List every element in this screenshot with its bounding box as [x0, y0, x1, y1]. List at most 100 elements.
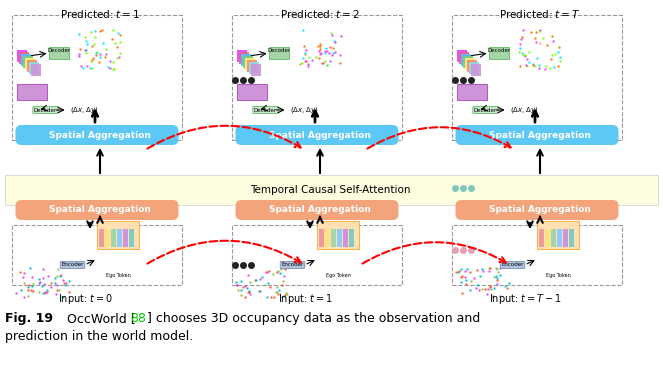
Bar — [337, 229, 343, 247]
Text: $(\Delta x, \Delta y)$: $(\Delta x, \Delta y)$ — [290, 105, 319, 115]
FancyArrow shape — [269, 47, 290, 59]
Bar — [245, 58, 255, 70]
Bar — [463, 56, 473, 68]
Bar — [105, 229, 111, 247]
Bar — [459, 52, 469, 64]
FancyArrowPatch shape — [363, 242, 506, 264]
Bar — [570, 229, 575, 247]
FancyArrow shape — [489, 47, 509, 59]
FancyBboxPatch shape — [15, 125, 178, 145]
Bar — [233, 15, 402, 140]
Text: Encoder: Encoder — [281, 262, 304, 268]
Bar — [23, 56, 34, 68]
Bar — [27, 60, 38, 72]
Bar — [99, 229, 105, 247]
Text: Input: $t=0$: Input: $t=0$ — [58, 292, 113, 306]
Text: OccWorld [: OccWorld [ — [55, 312, 136, 325]
Bar — [19, 52, 29, 64]
Bar — [471, 64, 481, 76]
Bar — [249, 62, 259, 74]
Text: Decoder: Decoder — [488, 48, 511, 52]
Bar — [233, 225, 402, 285]
Text: Encoder: Encoder — [61, 262, 84, 268]
Bar — [453, 225, 623, 285]
FancyBboxPatch shape — [235, 125, 398, 145]
Bar — [457, 84, 487, 100]
Text: Predicted: $t=2$: Predicted: $t=2$ — [280, 8, 360, 20]
Text: Input: $t=T-1$: Input: $t=T-1$ — [489, 292, 562, 306]
Bar — [251, 64, 261, 76]
Text: $(\Delta x, \Delta y)$: $(\Delta x, \Delta y)$ — [70, 105, 99, 115]
FancyBboxPatch shape — [455, 125, 619, 145]
Text: Spatial Aggregation: Spatial Aggregation — [49, 205, 151, 215]
Bar — [332, 229, 337, 247]
FancyBboxPatch shape — [235, 200, 398, 220]
Bar — [343, 229, 349, 247]
Text: Spatial Aggregation: Spatial Aggregation — [269, 130, 371, 139]
Text: Decoder: Decoder — [474, 107, 497, 112]
Bar — [117, 229, 123, 247]
Bar — [17, 84, 48, 100]
Text: Decoder: Decoder — [48, 48, 71, 52]
Bar — [97, 221, 139, 249]
Bar — [247, 60, 257, 72]
FancyBboxPatch shape — [15, 200, 178, 220]
FancyArrowPatch shape — [147, 126, 300, 149]
Bar — [239, 52, 249, 64]
Bar — [237, 84, 267, 100]
Text: Encoder: Encoder — [501, 262, 524, 268]
Bar — [5, 175, 658, 205]
Text: Spatial Aggregation: Spatial Aggregation — [269, 205, 371, 215]
Text: Ego Token: Ego Token — [546, 273, 571, 277]
FancyBboxPatch shape — [455, 200, 619, 220]
Bar — [243, 56, 253, 68]
Text: 88: 88 — [130, 312, 146, 325]
Text: Decoder: Decoder — [254, 107, 277, 112]
Bar — [552, 229, 556, 247]
Bar — [320, 229, 324, 247]
Bar — [540, 229, 544, 247]
Bar — [558, 229, 562, 247]
Bar — [5, 175, 658, 205]
Text: Ego Token: Ego Token — [106, 273, 131, 277]
Bar — [123, 229, 129, 247]
Bar — [111, 229, 117, 247]
FancyArrow shape — [50, 47, 70, 59]
Bar — [17, 50, 27, 62]
Bar — [21, 54, 32, 66]
Text: Decoder: Decoder — [34, 107, 57, 112]
Bar — [467, 60, 477, 72]
Text: ] chooses 3D occupancy data as the observation and: ] chooses 3D occupancy data as the obser… — [147, 312, 480, 325]
Bar — [453, 15, 623, 140]
Text: Decoder: Decoder — [268, 48, 291, 52]
Bar — [241, 54, 251, 66]
Bar — [546, 229, 550, 247]
Bar — [129, 229, 135, 247]
Text: Predicted: $t=1$: Predicted: $t=1$ — [60, 8, 140, 20]
Bar — [318, 221, 359, 249]
Bar — [349, 229, 355, 247]
Bar — [461, 54, 471, 66]
Bar — [29, 62, 40, 74]
FancyArrowPatch shape — [147, 241, 300, 264]
FancyArrowPatch shape — [367, 127, 511, 149]
Bar — [465, 58, 475, 70]
Bar — [457, 50, 467, 62]
Bar — [13, 15, 182, 140]
Text: Spatial Aggregation: Spatial Aggregation — [489, 130, 591, 139]
Text: Temporal Causal Self-Attention: Temporal Causal Self-Attention — [250, 185, 410, 195]
Text: Predicted: $t=T$: Predicted: $t=T$ — [499, 8, 581, 20]
Text: Spatial Aggregation: Spatial Aggregation — [489, 205, 591, 215]
Bar — [469, 62, 479, 74]
Bar — [564, 229, 568, 247]
Bar — [13, 225, 182, 285]
Text: Spatial Aggregation: Spatial Aggregation — [49, 130, 151, 139]
Text: Input: $t=1$: Input: $t=1$ — [278, 292, 332, 306]
Text: prediction in the world model.: prediction in the world model. — [5, 330, 193, 343]
Bar — [538, 221, 579, 249]
Bar — [326, 229, 330, 247]
Bar — [25, 58, 36, 70]
Bar — [237, 50, 247, 62]
Text: $(\Delta x, \Delta y)$: $(\Delta x, \Delta y)$ — [511, 105, 539, 115]
Text: Ego Token: Ego Token — [326, 273, 351, 277]
